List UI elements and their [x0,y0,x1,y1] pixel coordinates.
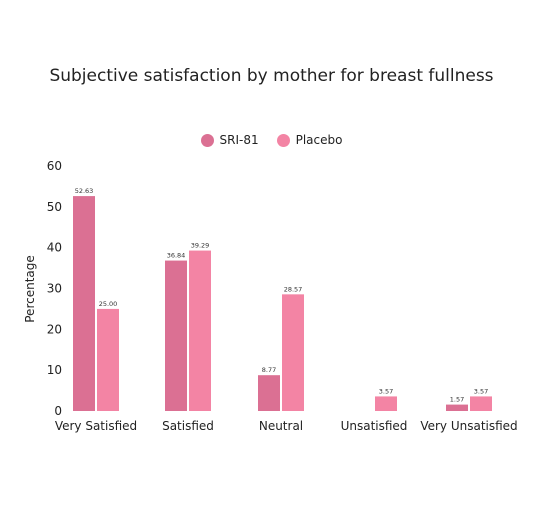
data-label: 28.57 [284,285,303,293]
chart-title: Subjective satisfaction by mother for br… [49,66,494,86]
x-tick-label: Satisfied [162,419,214,433]
legend-label-series-2: Placebo [295,133,343,147]
legend-item-series-1[interactable]: SRI-81 [200,133,259,147]
y-tick-label: 50 [47,200,62,214]
bar-1-1[interactable] [73,196,95,411]
legend-label-series-1: SRI-81 [219,133,259,147]
x-tick-label: Neutral [259,419,303,433]
bar-1-2[interactable] [165,260,187,411]
data-label: 1.57 [450,396,464,404]
legend-item-series-2[interactable]: Placebo [276,133,343,147]
x-tick-label: Unsatisfied [341,419,408,433]
y-tick-label: 20 [47,322,62,336]
bar-2-4[interactable] [375,396,397,411]
bar-2-1[interactable] [97,308,119,411]
legend-swatch-series-1 [200,133,214,147]
data-label: 39.29 [191,242,210,250]
x-tick-label: Very Unsatisfied [420,419,517,433]
y-tick-label: 40 [47,241,62,255]
legend: SRI-81 Placebo [0,133,543,147]
data-label: 8.77 [262,366,276,374]
bar-2-3[interactable] [282,294,304,411]
bar-1-5[interactable] [446,404,468,411]
y-axis-label: Percentage [23,255,37,323]
data-label: 3.57 [379,387,393,395]
data-label: 52.63 [75,187,94,195]
y-tick-label: 60 [47,159,62,173]
bar-1-3[interactable] [258,375,280,411]
data-label: 25.00 [99,300,118,308]
data-label: 36.84 [167,252,186,260]
y-tick-label: 0 [54,404,62,418]
legend-swatch-series-2 [276,133,290,147]
x-tick-label: Very Satisfied [55,419,137,433]
bars: 52.63 25.00 36.84 39.29 8.77 28.57 3.57 1.57 3.5… [73,187,492,411]
bar-2-5[interactable] [470,396,492,411]
x-axis: Very Satisfied Satisfied Neutral Unsatisfie… [55,419,518,433]
y-axis: 0 10 20 30 40 50 60 [47,159,62,418]
y-tick-label: 10 [47,363,62,377]
y-tick-label: 30 [47,282,62,296]
data-label: 3.57 [474,387,488,395]
bar-2-2[interactable] [189,250,211,411]
